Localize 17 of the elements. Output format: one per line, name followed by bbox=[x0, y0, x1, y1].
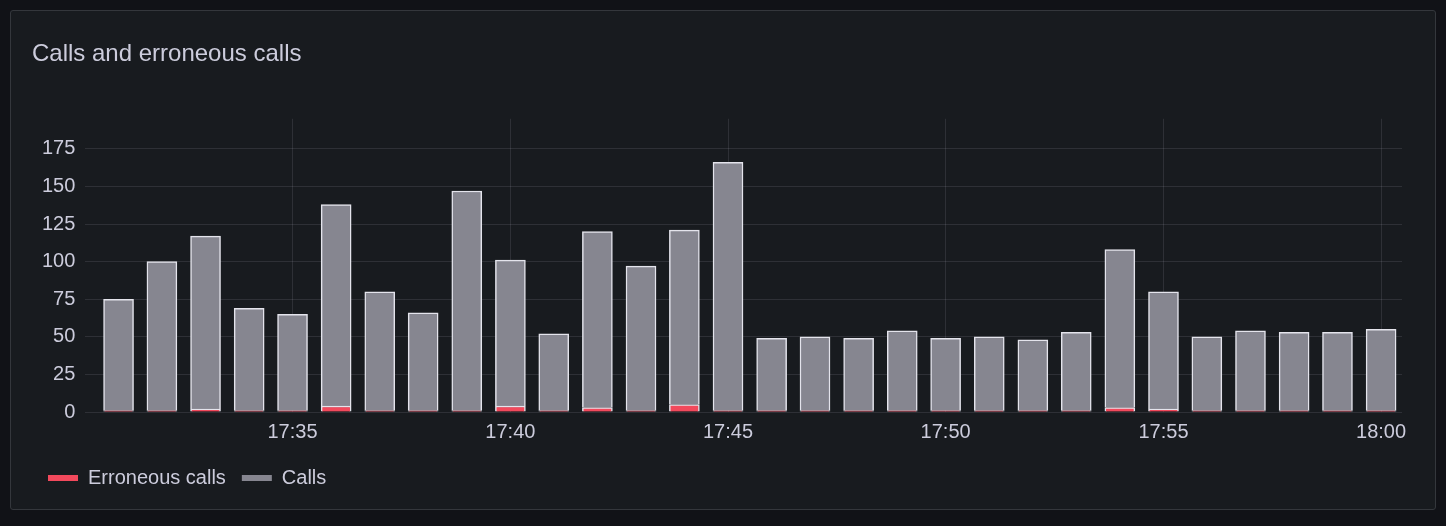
x-tick-label: 17:50 bbox=[920, 419, 971, 442]
y-tick-label: 25 bbox=[53, 361, 76, 384]
x-tick-label: 17:45 bbox=[702, 419, 754, 442]
y-tick-label: 100 bbox=[41, 249, 76, 272]
x-tick-label: 18:00 bbox=[1356, 419, 1407, 442]
x-tick-label: 17:55 bbox=[1138, 419, 1189, 442]
y-tick-label: 50 bbox=[53, 324, 76, 347]
y-tick-label: 0 bbox=[64, 399, 76, 422]
y-tick-label: 175 bbox=[41, 136, 76, 159]
x-tick-label: 17:40 bbox=[485, 419, 536, 442]
y-tick-label: 75 bbox=[53, 286, 76, 309]
legend-label: Calls bbox=[281, 465, 327, 488]
x-tick-label: 17:35 bbox=[267, 419, 318, 442]
y-tick-label: 150 bbox=[41, 173, 76, 196]
chart-title: Calls and erroneous calls bbox=[32, 39, 302, 67]
legend-label: Erroneous calls bbox=[88, 465, 226, 488]
y-tick-label: 125 bbox=[41, 211, 76, 234]
